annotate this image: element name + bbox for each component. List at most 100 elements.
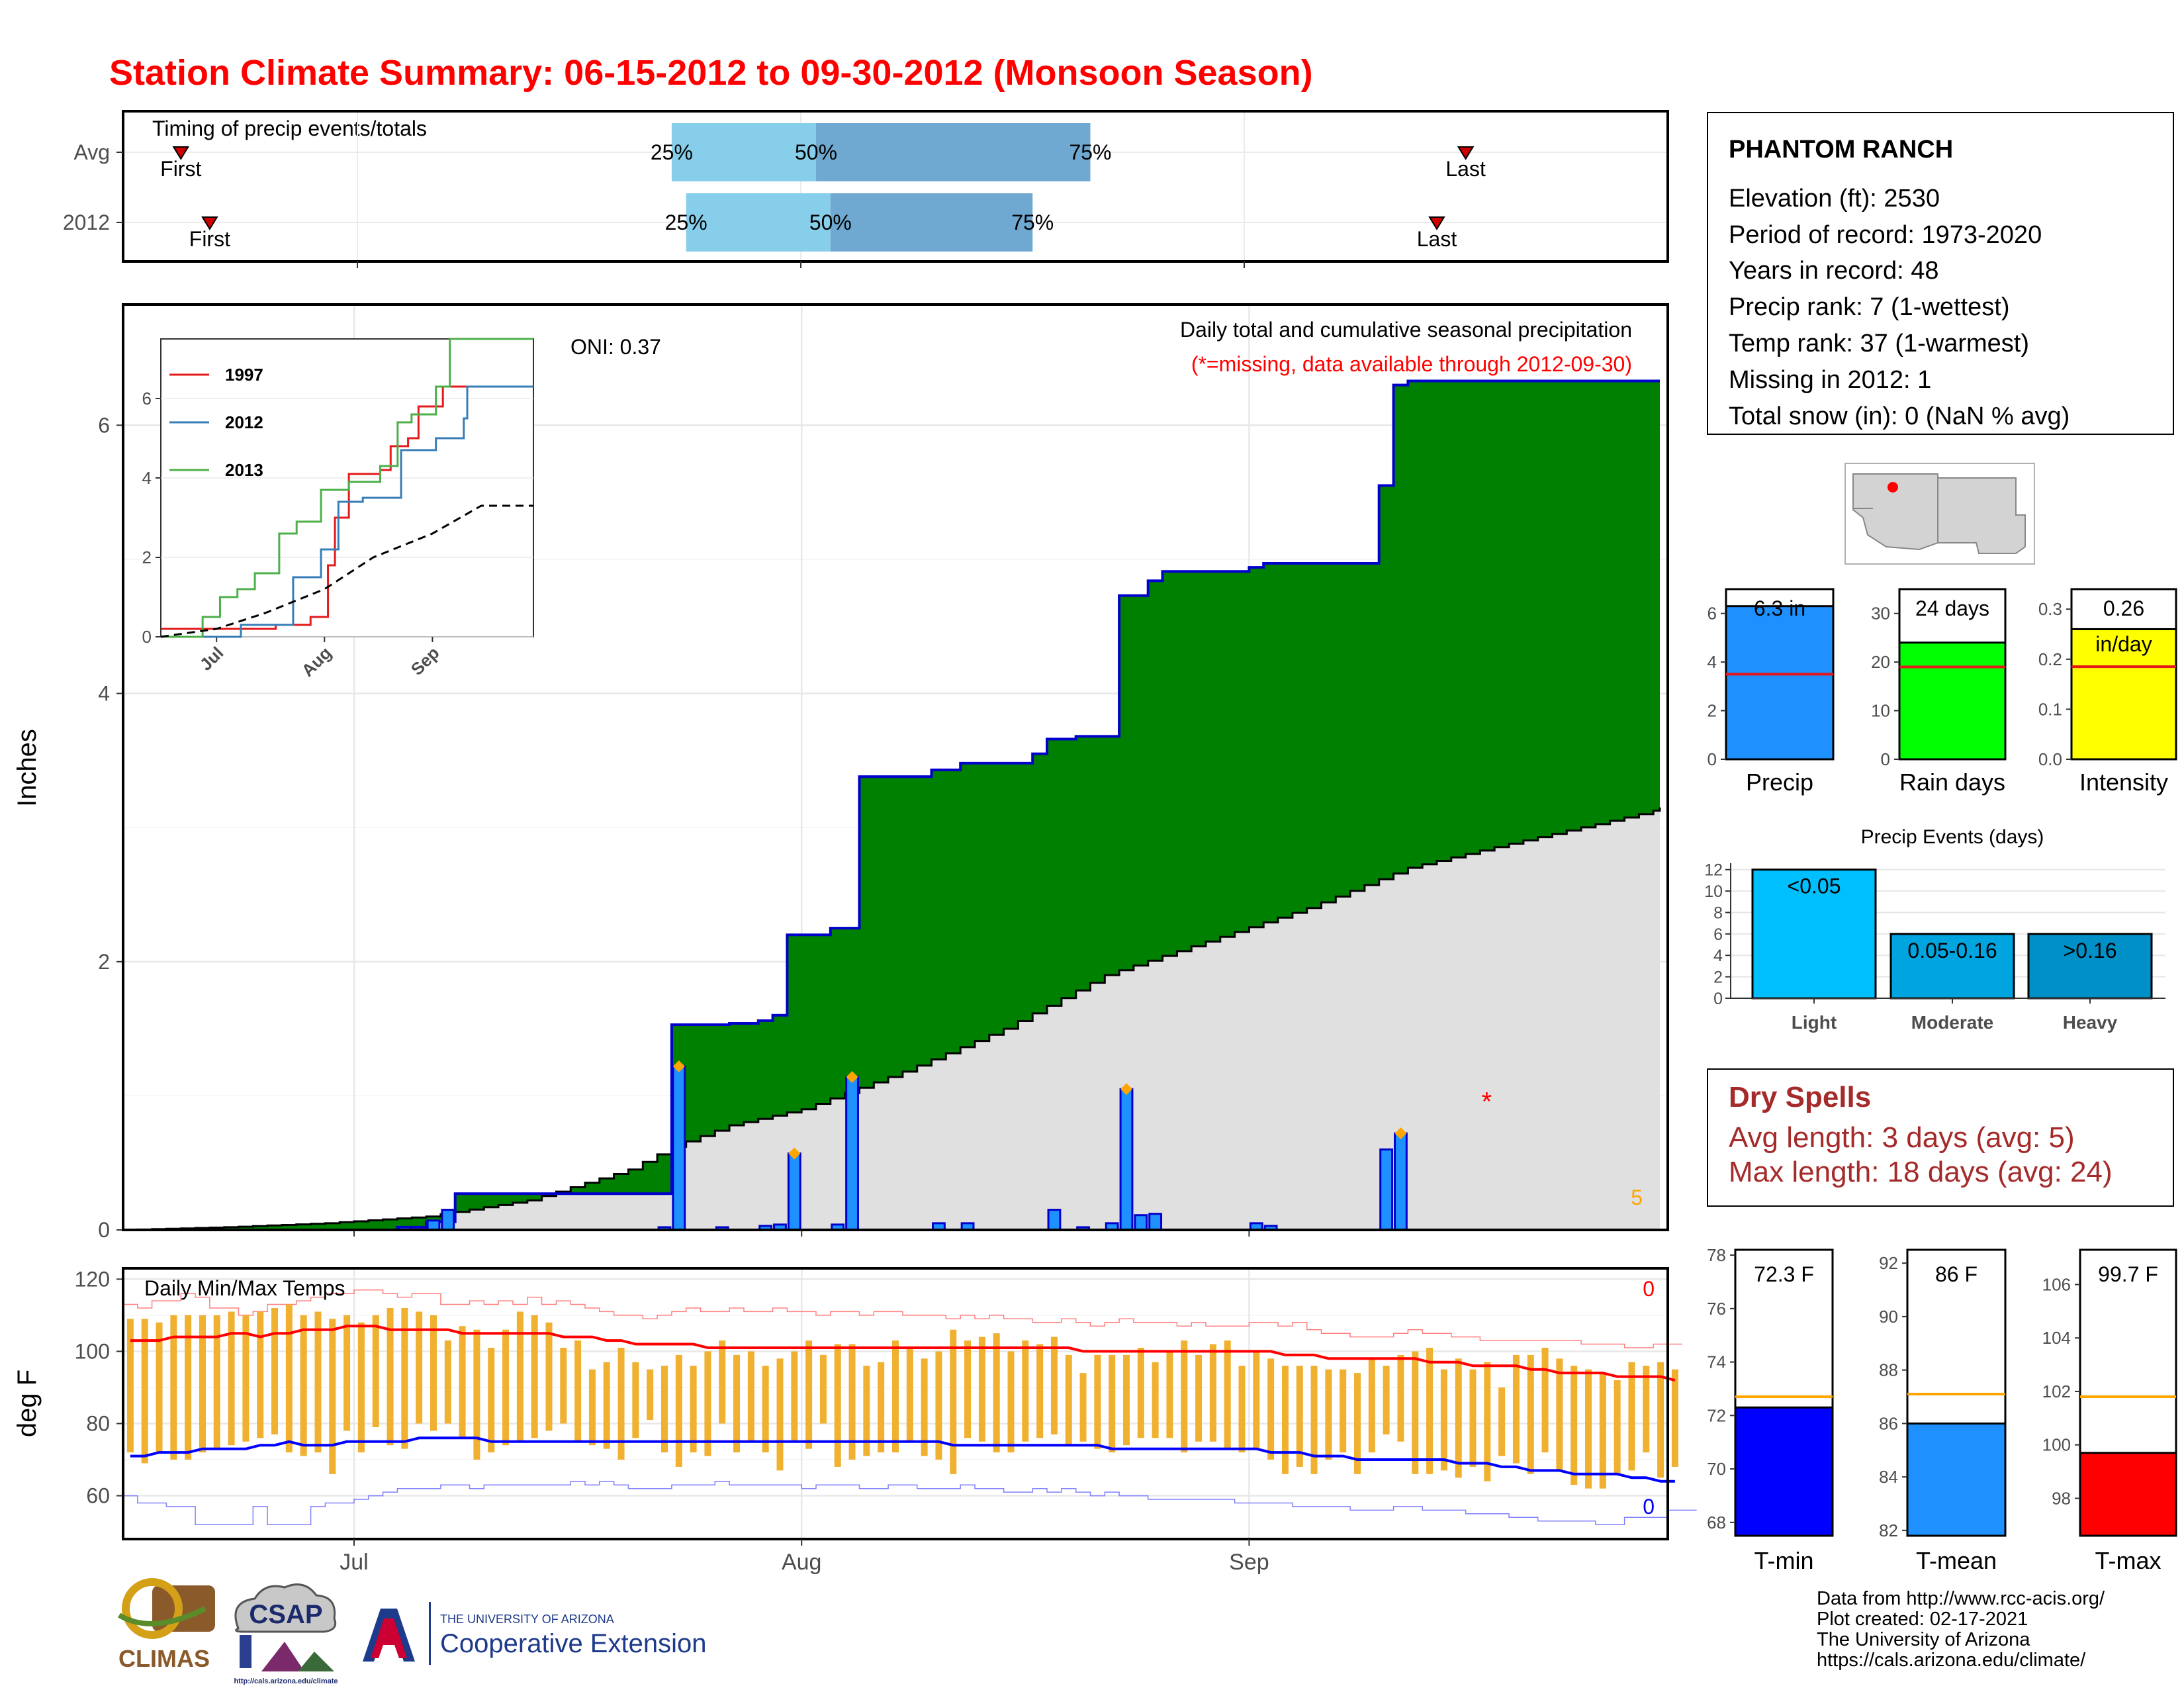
daily-temp-bar [560, 1347, 567, 1424]
daily-temp-bar [1123, 1354, 1130, 1446]
daily-temp-bar [1484, 1362, 1491, 1481]
record-low-count: 0 [1643, 1495, 1655, 1519]
daily-temp-bar [1643, 1366, 1650, 1453]
daily-precip-bar [441, 1209, 455, 1231]
daily-temp-bar [372, 1315, 379, 1427]
daily-temp-bar [1383, 1366, 1390, 1434]
station-line: Temp rank: 37 (1-warmest) [1729, 330, 2029, 357]
inset-ytick-label: 2 [142, 547, 152, 567]
oni-label: ONI: 0.37 [570, 335, 661, 359]
timing-last-marker [1428, 216, 1445, 230]
events-category-label: Heavy [2063, 1012, 2118, 1033]
csap-url: http://cals.arizona.edu/climate [234, 1677, 338, 1685]
daily-temp-bar [791, 1351, 798, 1442]
daily-temp-bar [1657, 1362, 1664, 1478]
daily-temp-bar [1152, 1362, 1159, 1438]
inset-ytick-label: 6 [142, 389, 152, 408]
summary-bar-Intensity [2070, 628, 2177, 761]
timing-bar-25-50 [686, 193, 831, 252]
credit-line: Plot created: 02-17-2021 [1817, 1609, 2028, 1630]
summary-ytick-label: 0.1 [2038, 699, 2062, 719]
daily-temp-bar [690, 1366, 697, 1453]
map-states [1852, 473, 2026, 554]
temp-summary-ytick-label: 78 [1707, 1245, 1726, 1265]
precip-ytick-label: 6 [98, 413, 110, 437]
daily-temp-bar [1253, 1351, 1260, 1449]
daily-temp-bar [878, 1362, 885, 1453]
summary-value-label: in/day [2095, 632, 2152, 656]
timing-last-marker [1457, 146, 1475, 160]
daily-temp-bar [531, 1315, 538, 1438]
daily-temp-bar [1195, 1354, 1203, 1442]
timing-p75-label: 75% [1069, 140, 1111, 164]
daily-temp-bar [1397, 1354, 1404, 1442]
corner-count: 5 [1631, 1186, 1643, 1209]
precip-panel-title: Daily total and cumulative seasonal prec… [1180, 318, 1632, 342]
dry-spells-box: Dry Spells Avg length: 3 days (avg: 5) M… [1707, 1068, 2174, 1207]
summary-ytick-label: 0.0 [2038, 749, 2062, 769]
csap-logo: CSAP http://cals.arizona.edu/climate [234, 1583, 338, 1685]
daily-temp-bar [1426, 1347, 1433, 1474]
daily-precip-bar [1379, 1148, 1394, 1231]
daily-temp-bar [314, 1311, 322, 1453]
daily-temp-bar [805, 1340, 813, 1449]
temp-summary-ytick-label: 106 [2042, 1274, 2071, 1294]
precip-ytick-label: 0 [98, 1218, 110, 1242]
summary-category-label: Precip [1746, 769, 1813, 796]
temp-ytick-label: 80 [86, 1411, 110, 1435]
daily-temp-bar [1512, 1354, 1520, 1464]
summary-category-label: Rain days [1899, 769, 2005, 796]
daily-precip-bar [1047, 1209, 1062, 1231]
station-line: Years in record: 48 [1729, 257, 1939, 285]
page-title: Station Climate Summary: 06-15-2012 to 0… [109, 53, 1313, 93]
temp-xtick-label: Jul [340, 1550, 368, 1575]
daily-temp-bar [747, 1351, 754, 1442]
temp-xtick-label: Aug [782, 1550, 822, 1575]
daily-temp-bar [329, 1319, 336, 1474]
ua-bottom-text: Cooperative Extension [440, 1629, 706, 1658]
temp-summary-ytick-label: 88 [1879, 1360, 1898, 1380]
daily-temp-bar [242, 1315, 250, 1442]
daily-temp-bar [1310, 1366, 1318, 1474]
locator-map [1844, 463, 2035, 565]
daily-temp-bar [1325, 1369, 1332, 1460]
daily-temp-bar [906, 1347, 913, 1442]
daily-temp-bar [1181, 1340, 1188, 1453]
record-high-line [123, 1289, 1682, 1348]
station-line: Total snow (in): 0 (NaN % avg) [1729, 402, 2070, 430]
events-ytick-label: 0 [1713, 990, 1723, 1008]
events-ytick-label: 4 [1713, 947, 1723, 965]
events-bar-label: 0.05-0.16 [1907, 939, 1997, 962]
climas-logo-text: CLIMAS [118, 1645, 210, 1672]
timing-last-label: Last [1445, 157, 1486, 181]
dry-spells-title: Dry Spells [1729, 1081, 1871, 1113]
daily-temp-bar [228, 1311, 235, 1446]
missing-marker: * [1482, 1087, 1492, 1116]
events-ytick-label: 6 [1713, 925, 1723, 944]
events-bar [1889, 933, 2015, 1000]
inset-average-line [160, 504, 533, 638]
daily-temp-bar [387, 1307, 394, 1446]
timing-bar-50-75 [830, 193, 1033, 252]
summary-ytick-label: 30 [1871, 604, 1890, 624]
credit-line: The University of Arizona [1817, 1629, 2030, 1650]
precip-normal-area [123, 807, 1660, 1230]
daily-temp-bar [1368, 1358, 1375, 1453]
daily-temp-bar [1022, 1340, 1029, 1442]
daily-temp-bar [1050, 1336, 1058, 1434]
inset-series-2013 [161, 338, 533, 638]
temp-ylabel: deg F [13, 1370, 42, 1437]
daily-precip-bar [1134, 1214, 1148, 1231]
daily-temp-bar [1671, 1369, 1678, 1467]
daily-temp-bar [545, 1322, 553, 1431]
daily-temp-bar [892, 1340, 899, 1453]
station-line: Precip rank: 7 (1-wettest) [1729, 293, 2009, 321]
daily-temp-bar [357, 1322, 365, 1453]
temp-summary-ytick-label: 68 [1707, 1513, 1726, 1532]
timing-frame [122, 110, 1669, 263]
daily-temp-bar [401, 1307, 408, 1449]
temp-summary-bar-T-max [2079, 1452, 2177, 1537]
station-line: Elevation (ft): 2530 [1729, 185, 1940, 212]
daily-temp-bar [1238, 1366, 1246, 1453]
daily-temp-bar [632, 1362, 639, 1438]
